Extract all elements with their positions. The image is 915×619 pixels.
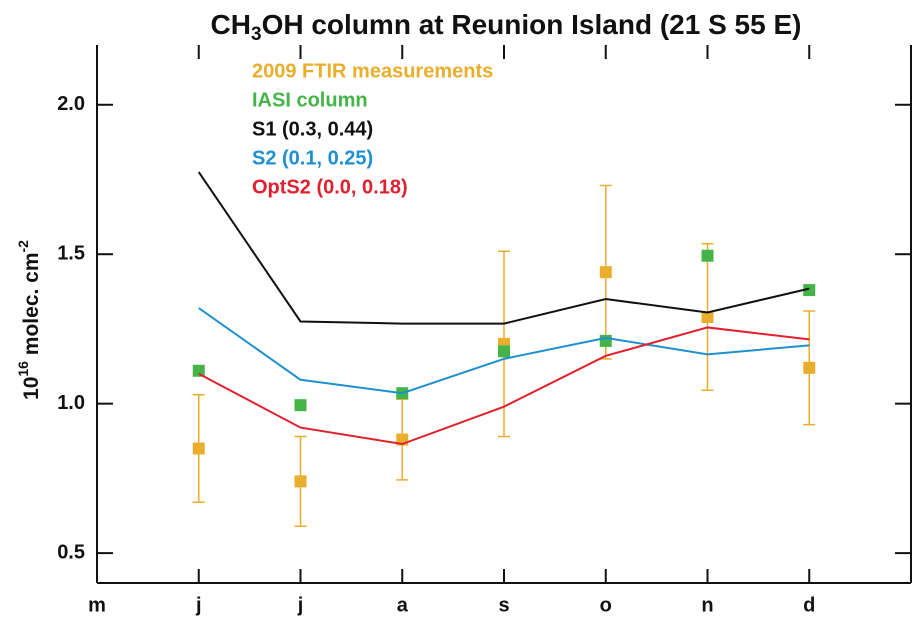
y-tick-label: 2.0 bbox=[57, 93, 85, 115]
legend-entry: IASI column bbox=[252, 89, 368, 111]
y-tick-label: 0.5 bbox=[57, 541, 85, 563]
legend-entry: S1 (0.3, 0.44) bbox=[252, 118, 373, 140]
marker bbox=[599, 334, 612, 347]
marker bbox=[599, 266, 612, 279]
chart-title: CH3OH column at Reunion Island (21 S 55 … bbox=[211, 9, 802, 45]
x-tick-label: d bbox=[803, 594, 815, 616]
marker bbox=[803, 284, 816, 297]
marker bbox=[192, 364, 205, 377]
marker bbox=[294, 475, 307, 488]
marker bbox=[803, 361, 816, 374]
marker bbox=[701, 310, 714, 323]
legend-entry: OptS2 (0.0, 0.18) bbox=[252, 176, 408, 198]
legend-entry: 2009 FTIR measurements bbox=[252, 60, 493, 82]
series-line bbox=[198, 307, 810, 395]
marker bbox=[498, 345, 510, 358]
y-tick-label: 1.0 bbox=[57, 392, 85, 414]
y-label-part: 10 bbox=[20, 377, 43, 400]
y-label-superscript: 16 bbox=[15, 361, 31, 377]
x-tick-label: j bbox=[195, 594, 202, 616]
legend-entry: S2 (0.1, 0.25) bbox=[252, 147, 373, 169]
x-tick-label: j bbox=[297, 594, 304, 616]
x-tick-label: n bbox=[701, 594, 713, 616]
x-tick-label: s bbox=[498, 594, 509, 616]
y-label-part: molec. cm bbox=[20, 252, 43, 361]
title-part: CH bbox=[211, 9, 251, 40]
x-tick-label: m bbox=[88, 594, 106, 616]
title-subscript: 3 bbox=[251, 24, 262, 45]
x-tick-label: a bbox=[397, 594, 409, 616]
marker bbox=[294, 399, 307, 412]
y-label-superscript: -2 bbox=[15, 240, 31, 253]
y-axis-label: 1016 molec. cm-2 bbox=[15, 240, 43, 400]
marker bbox=[701, 249, 714, 262]
title-part: OH column at Reunion Island (21 S 55 E) bbox=[262, 9, 802, 40]
x-tick-label: o bbox=[600, 594, 612, 616]
series-line bbox=[198, 326, 810, 446]
marker bbox=[192, 442, 205, 455]
series-line bbox=[197, 171, 810, 325]
y-tick-label: 1.5 bbox=[57, 243, 85, 265]
